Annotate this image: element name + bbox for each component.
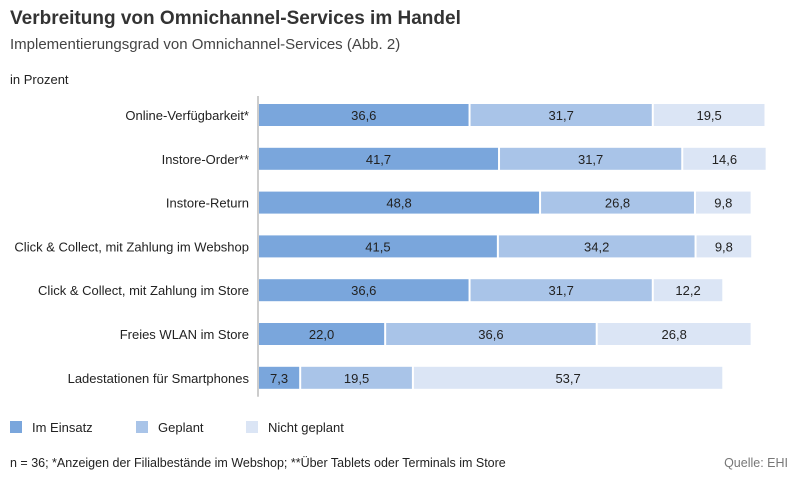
bar-segment (259, 323, 385, 345)
data-label: 31,7 (549, 108, 574, 123)
legend-swatch (246, 421, 258, 433)
data-label: 36,6 (351, 108, 376, 123)
data-label: 19,5 (344, 371, 369, 386)
data-label: 36,6 (478, 327, 503, 342)
bar-segment (259, 235, 497, 258)
data-label: 53,7 (555, 371, 580, 386)
bar-segment (386, 323, 596, 345)
bar-segment (683, 147, 766, 170)
data-label: 19,5 (696, 108, 721, 123)
data-label: 34,2 (584, 239, 609, 254)
data-label: 9,8 (714, 196, 732, 211)
source-label: Quelle: EHI (724, 456, 788, 470)
legend-label: Im Einsatz (32, 420, 93, 435)
category-label: Instore-Order** (162, 152, 249, 167)
bar-segment (498, 235, 695, 258)
bar-segment (597, 323, 751, 345)
data-label: 9,8 (715, 239, 733, 254)
category-label: Freies WLAN im Store (120, 327, 249, 342)
data-label: 31,7 (549, 283, 574, 298)
bar-segment (413, 366, 723, 389)
bar-segment (696, 235, 752, 258)
legend-label: Nicht geplant (268, 420, 344, 435)
category-label: Instore-Return (166, 196, 249, 211)
data-label: 22,0 (309, 327, 334, 342)
data-label: 26,8 (605, 196, 630, 211)
category-label: Click & Collect, mit Zahlung im Webshop (14, 239, 249, 254)
data-label: 14,6 (712, 152, 737, 167)
bar-segment (259, 104, 469, 126)
data-label: 48,8 (386, 196, 411, 211)
footnote: n = 36; *Anzeigen der Filialbestände im … (10, 456, 506, 470)
bar-segment (259, 191, 540, 214)
bar-segment (259, 147, 499, 170)
bar-segment (470, 104, 652, 126)
category-label: Click & Collect, mit Zahlung im Store (38, 283, 249, 298)
category-label: Online-Verfügbarkeit* (125, 108, 249, 123)
legend-label: Geplant (158, 420, 204, 435)
data-label: 26,8 (662, 327, 687, 342)
data-label: 41,7 (366, 152, 391, 167)
data-label: 36,6 (351, 283, 376, 298)
bar-segment (259, 279, 469, 302)
bar-segment (500, 147, 682, 170)
data-label: 12,2 (675, 283, 700, 298)
bar-segment (653, 104, 765, 126)
data-label: 41,5 (365, 239, 390, 254)
bar-segment (470, 279, 652, 302)
category-label: Ladestationen für Smartphones (68, 371, 250, 386)
chart-title: Verbreitung von Omnichannel-Services im … (10, 8, 461, 29)
data-label: 7,3 (270, 371, 288, 386)
legend-swatch (10, 421, 22, 433)
legend-swatch (136, 421, 148, 433)
data-label: 31,7 (578, 152, 603, 167)
bar-segment (301, 366, 412, 389)
chart-subtitle: Implementierungsgrad von Omnichannel-Ser… (10, 36, 401, 53)
bar-segment (541, 191, 694, 214)
bar-segment (653, 279, 723, 302)
bar-segment (695, 191, 751, 214)
unit-label: in Prozent (10, 72, 69, 87)
bar-segment (259, 366, 300, 389)
